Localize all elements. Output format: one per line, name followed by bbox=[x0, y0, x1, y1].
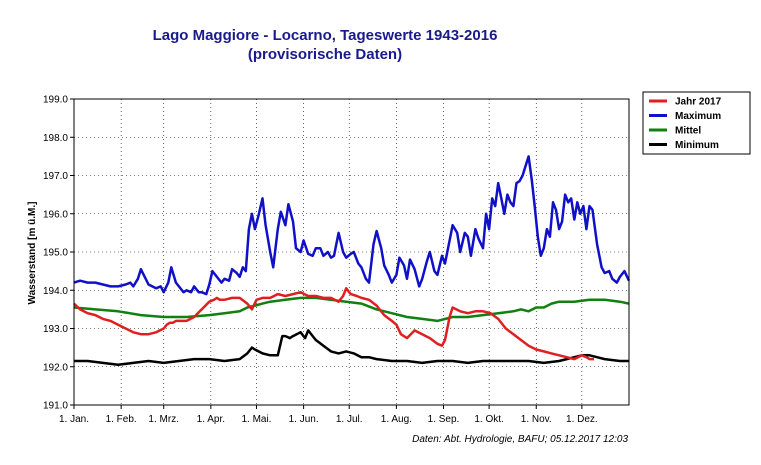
y-tick-label: 196.0 bbox=[43, 209, 68, 220]
y-tick-label: 193.0 bbox=[43, 324, 68, 335]
series-lines bbox=[73, 155, 631, 367]
x-axis-ticks: 1. Jan. 1. Feb. 1. Mrz. 1. Apr. 1. Mai. 1. Ju… bbox=[59, 405, 598, 425]
x-tick-label: 1. Aug. bbox=[381, 414, 412, 425]
y-tick-label: 194.0 bbox=[43, 286, 68, 297]
chart-title: Lago Maggiore - Locarno, Tageswerte 1943… bbox=[153, 27, 498, 44]
source-note: Daten: Abt. Hydrologie, BAFU; 05.12.2017… bbox=[412, 434, 628, 445]
x-tick-label: 1. Apr. bbox=[197, 414, 225, 425]
plot-frame bbox=[73, 98, 630, 406]
series-line-jahr-2017 bbox=[73, 287, 594, 361]
series-line-mittel bbox=[73, 296, 630, 323]
x-tick-label: 1. Mrz. bbox=[148, 414, 179, 425]
y-tick-label: 195.0 bbox=[43, 248, 68, 259]
chart-subtitle: (provisorische Daten) bbox=[248, 46, 402, 63]
x-tick-label: 1. Dez. bbox=[566, 414, 598, 425]
y-tick-label: 191.0 bbox=[43, 401, 68, 412]
x-tick-label: 1. Nov. bbox=[521, 414, 552, 425]
x-tick-label: 1. Okt. bbox=[474, 414, 503, 425]
legend-label: Jahr 2017 bbox=[675, 97, 722, 108]
x-tick-label: 1. Jun. bbox=[289, 414, 319, 425]
series-line-maximum bbox=[73, 155, 631, 296]
y-tick-label: 199.0 bbox=[43, 95, 68, 106]
y-tick-label: 197.0 bbox=[43, 171, 68, 182]
x-tick-label: 1. Jul. bbox=[336, 414, 363, 425]
y-tick-label: 192.0 bbox=[43, 362, 68, 373]
x-tick-label: 1. Jan. bbox=[59, 414, 89, 425]
legend: Jahr 2017 Maximum Mittel Minimum bbox=[642, 91, 751, 155]
series-line-minimum bbox=[74, 329, 629, 367]
y-axis-ticks: 191.0 192.0 193.0 194.0 195.0 196.0 197.0 198.0… bbox=[43, 95, 74, 412]
y-axis-label: Wasserstand [m ü.M.] bbox=[27, 202, 38, 305]
legend-label: Maximum bbox=[675, 111, 721, 122]
x-tick-label: 1. Sep. bbox=[428, 414, 460, 425]
legend-label: Mittel bbox=[675, 126, 701, 137]
y-tick-label: 198.0 bbox=[43, 133, 68, 144]
legend-label: Minimum bbox=[675, 140, 719, 151]
x-tick-label: 1. Feb. bbox=[106, 414, 137, 425]
x-tick-label: 1. Mai. bbox=[241, 414, 271, 425]
